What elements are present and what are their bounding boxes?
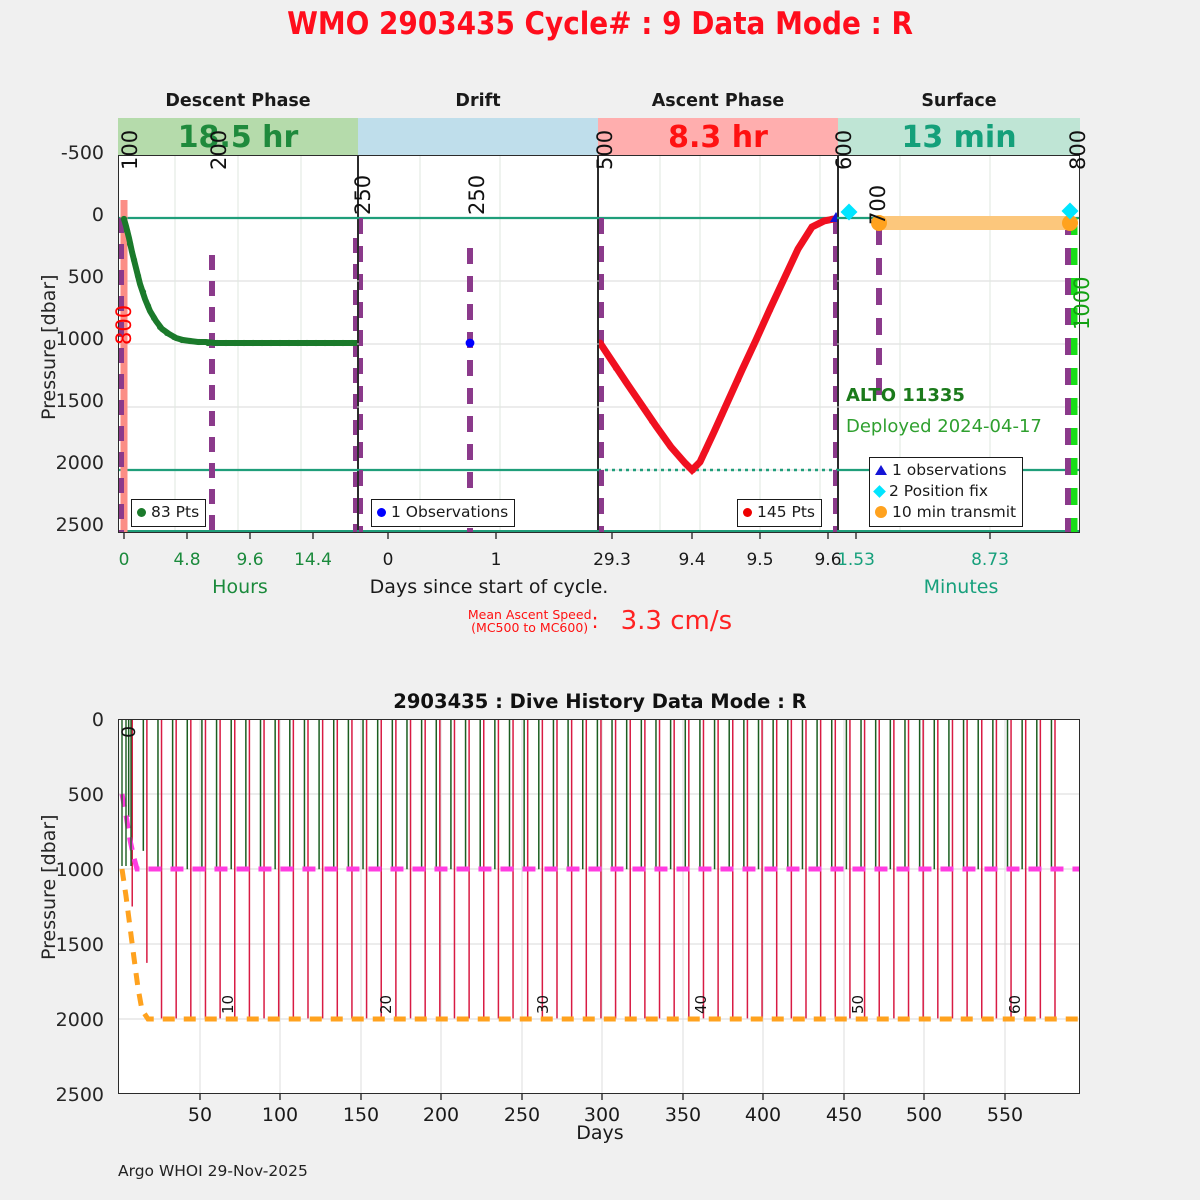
mean-ascent-speed-annotation: Mean Ascent Speed (MC500 to MC600):3.3 c… [0, 606, 1200, 636]
main-ytick-4: 1500 [55, 390, 104, 412]
main-xtick-days-3: 9.4 [678, 550, 706, 570]
history-ytick-4: 2000 [55, 1009, 104, 1031]
history-xtick-3: 200 [422, 1104, 460, 1126]
legend-descent: 83 Pts [131, 499, 207, 527]
main-xaxis-label-minutes: Minutes [923, 576, 999, 598]
legend-ascent-label: 145 Pts [757, 503, 816, 521]
legend-drift: 1 Observations [371, 499, 516, 527]
circle-marker [377, 507, 386, 517]
main-ytick-2: 500 [67, 266, 104, 288]
phase-band-surface: 13 min [838, 118, 1080, 156]
main-ytick-0: -500 [60, 142, 104, 164]
main-xtick-days-0: 0 [382, 550, 394, 570]
history-ytick-2: 1000 [55, 859, 104, 881]
history-xtick-9: 500 [905, 1104, 943, 1126]
history-cycle-label-40: 40 [692, 994, 710, 1014]
main-xaxis-label-hours: Hours [212, 576, 268, 598]
legend-ascent: 145 Pts [737, 499, 823, 527]
history-cycle-label-60: 60 [1006, 994, 1024, 1014]
history-cycle-label-20: 20 [377, 994, 395, 1014]
history-xtick-6: 350 [664, 1104, 702, 1126]
history-cycle-label-0: 0 [118, 725, 140, 738]
deploy-date-annotation: Deployed 2024-04-17 [846, 416, 1042, 437]
mas-line2: (MC500 to MC600) [471, 620, 589, 635]
phase-label-surface: Surface [921, 91, 997, 111]
circle-marker [743, 507, 752, 517]
history-xaxis-label: Days [576, 1122, 624, 1144]
main-xtick-minutes-0: 1.53 [837, 550, 875, 570]
mas-colon: : [591, 609, 599, 633]
circle-marker [875, 506, 887, 519]
main-xtick-minutes-1: 8.73 [971, 550, 1009, 570]
main-xtick-days-5: 9.6 [814, 550, 842, 570]
history-ytick-3: 1500 [55, 934, 104, 956]
phase-band-ascent: 8.3 hr [598, 118, 838, 156]
legend-surface-label-2: 10 min transmit [892, 502, 1017, 521]
legend-descent-label: 83 Pts [151, 503, 200, 521]
main-xtick-hours-1: 4.8 [173, 550, 201, 570]
history-cycle-label-50: 50 [849, 994, 867, 1014]
history-xtick-2: 150 [342, 1104, 380, 1126]
main-ytick-1: 0 [91, 204, 104, 226]
phase-band-drift [358, 118, 598, 156]
phase-label-ascent: Ascent Phase [651, 91, 785, 111]
float-id-annotation: ALTO 11335 [846, 385, 965, 406]
mas-value: 3.3 cm/s [620, 606, 733, 636]
main-xtick-hours-0: 0 [118, 550, 130, 570]
main-ytick-5: 2000 [55, 452, 104, 474]
main-xtick-hours-2: 9.6 [236, 550, 264, 570]
history-xtick-4: 250 [503, 1104, 541, 1126]
phase-label-descent: Descent Phase [165, 91, 311, 111]
history-cycle-label-30: 30 [534, 994, 552, 1014]
main-xaxis-label-days: Days since start of cycle. [369, 576, 609, 598]
footer-text: Argo WHOI 29-Nov-2025 [118, 1162, 308, 1180]
main-xtick-days-4: 9.5 [746, 550, 774, 570]
history-ytick-1: 500 [67, 784, 104, 806]
history-xtick-7: 400 [744, 1104, 782, 1126]
main-xtick-days-2: 29.3 [593, 550, 631, 570]
legend-surface-label-0: 1 observations [892, 461, 1007, 479]
page-title: WMO 2903435 Cycle# : 9 Data Mode : R [287, 6, 913, 42]
circle-marker [137, 507, 146, 517]
history-ytick-0: 0 [91, 709, 104, 731]
history-xtick-5: 300 [583, 1104, 621, 1126]
phase-duration-surface: 13 min [901, 119, 1017, 155]
history-xtick-0: 50 [187, 1104, 213, 1126]
history-plot-title: 2903435 : Dive History Data Mode : R [393, 690, 807, 713]
mas-line1: Mean Ascent Speed [467, 606, 592, 622]
history-cycle-label-10: 10 [219, 994, 237, 1014]
main-ytick-3: 1000 [55, 328, 104, 350]
phase-duration-ascent: 8.3 hr [668, 119, 768, 155]
phase-duration-descent: 18.5 hr [177, 119, 299, 155]
triangle-marker [875, 465, 887, 476]
legend-surface: 1 observations 2 Position fix 10 min tra… [869, 457, 1024, 527]
history-xtick-8: 450 [825, 1104, 863, 1126]
history-xtick-10: 550 [986, 1104, 1024, 1126]
main-xtick-days-1: 1 [490, 550, 502, 570]
main-ytick-6: 2500 [55, 514, 104, 536]
phase-band-descent: 18.5 hr [118, 118, 358, 156]
phase-label-drift: Drift [455, 91, 501, 111]
main-xtick-hours-3: 14.4 [294, 550, 332, 570]
legend-surface-label-1: 2 Position fix [889, 481, 989, 500]
history-ytick-5: 2500 [55, 1084, 104, 1106]
history-xtick-1: 100 [261, 1104, 299, 1126]
legend-drift-label: 1 Observations [391, 503, 509, 521]
